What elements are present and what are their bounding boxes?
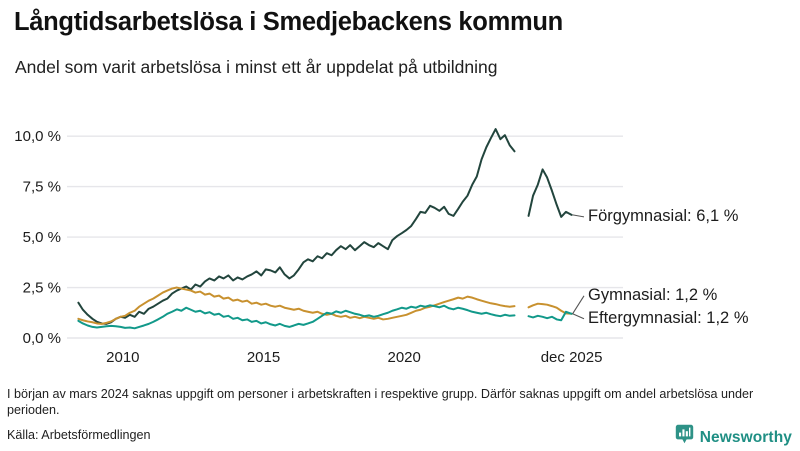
y-axis-tick-label: 2,5 % [23, 280, 61, 297]
series-line-förgymnasial [77, 128, 573, 325]
label-leader-line [572, 313, 585, 320]
line-chart: 0,0 % 2,5 % 5,0 % 7,5 % 10,0 % 2010 2015 2020 de… [14, 128, 749, 366]
brand-name: Newsworthy [699, 428, 792, 446]
series-label-forgymnasial: Förgymnasial: 6,1 % [588, 207, 739, 225]
y-axis-tick-label: 5,0 % [23, 229, 61, 246]
series-label-eftergymnasial: Eftergymnasial: 1,2 % [588, 309, 749, 327]
label-leader-line [572, 295, 585, 315]
page-title: Långtidsarbetslösa i Smedjebackens kommu… [14, 8, 563, 36]
series-line-eftergymnasial [77, 304, 573, 330]
y-axis-tick-label: 7,5 % [23, 179, 61, 196]
newsworthy-logo: Newsworthy [675, 424, 792, 451]
source-text: Källa: Arbetsförmedlingen [7, 428, 151, 442]
page-subtitle: Andel som varit arbetslösa i minst ett å… [15, 57, 498, 77]
x-axis-tick-label: 2010 [106, 349, 139, 366]
series-label-gymnasial: Gymnasial: 1,2 % [588, 286, 718, 304]
label-leader-line [572, 214, 585, 218]
bar-chart-pin-icon [675, 424, 694, 451]
chart-container: 0,0 % 2,5 % 5,0 % 7,5 % 10,0 % 2010 2015 2020 de… [0, 96, 800, 366]
y-axis-tick-label: 10,0 % [14, 128, 61, 145]
x-axis-tick-label: dec 2025 [541, 349, 603, 366]
footnote-text: I början av mars 2024 saknas uppgift om … [7, 387, 754, 418]
series-line-gymnasial [77, 286, 573, 325]
x-axis-tick-label: 2015 [247, 349, 280, 366]
x-axis-tick-label: 2020 [387, 349, 420, 366]
y-axis-tick-label: 0,0 % [23, 330, 61, 347]
